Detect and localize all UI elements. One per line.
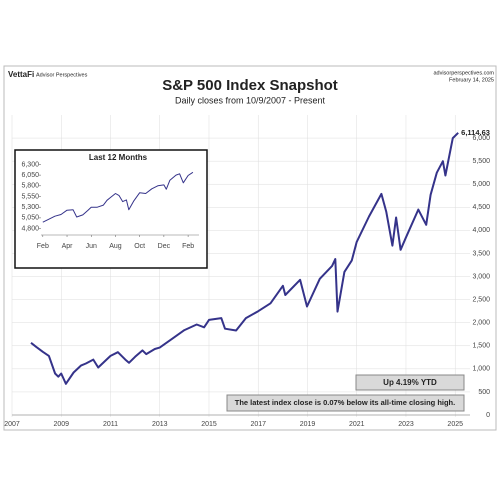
x-tick-label: 2015 — [201, 421, 217, 428]
y-tick-label: 3,500 — [472, 250, 490, 257]
y-tick-label: 5,550 — [21, 193, 39, 200]
x-tick-label: 2017 — [250, 421, 266, 428]
y-tick-label: 4,000 — [472, 227, 490, 234]
x-tick-label: 2013 — [152, 421, 168, 428]
x-tick-label: 2021 — [349, 421, 365, 428]
value-label: 6,114.63 — [461, 128, 490, 137]
inset-plot: 4,800 5,050 5,300 5,550 5,800 6,050 6,300 Feb Ap… — [21, 161, 199, 250]
y-tick-label: 5,800 — [21, 183, 39, 190]
price-line — [30, 132, 459, 385]
y-tick-label: 3,000 — [472, 273, 490, 280]
ytd-box — [355, 374, 465, 391]
x-tick-label: Dec — [158, 243, 171, 250]
y-tick-label: 5,300 — [21, 204, 39, 211]
ath-box — [226, 394, 465, 412]
y-tick-label: 6,050 — [21, 172, 39, 179]
inset-frame — [14, 149, 208, 269]
y-tick-label: 6,300 — [21, 161, 39, 168]
y-tick-label: 4,800 — [21, 225, 39, 232]
y-tick-label: 5,500 — [472, 158, 490, 165]
y-tick-label: 2,000 — [472, 320, 490, 327]
y-tick-label: 0 — [486, 412, 490, 419]
brand-sub: Advisor Perspectives — [36, 72, 88, 78]
x-tick-label: 2025 — [447, 421, 463, 428]
x-tick-label: Aug — [109, 243, 122, 250]
chart-subtitle: Daily closes from 10/9/2007 - Present — [175, 95, 326, 105]
x-tick-label: Feb — [37, 243, 49, 250]
x-tick-label: Oct — [134, 243, 145, 250]
y-tick-label: 4,500 — [472, 204, 490, 211]
y-tick-label: 6,000 — [472, 135, 490, 142]
x-tick-label: Jun — [86, 243, 97, 250]
y-tick-label: 5,000 — [472, 181, 490, 188]
y-tick-label: 2,500 — [472, 296, 490, 303]
y-tick-label: 500 — [478, 389, 490, 396]
y-tick-label: 1,500 — [472, 343, 490, 350]
price-line — [42, 171, 194, 223]
x-tick-label: 2009 — [53, 421, 69, 428]
chart-title: S&P 500 Index Snapshot — [162, 77, 338, 94]
date: February 14, 2025 — [449, 77, 494, 83]
ytd-note: Up 4.19% YTD — [383, 378, 437, 387]
brand: VettaFi — [8, 70, 34, 79]
x-tick-label: Apr — [62, 243, 74, 250]
x-tick-label: 2023 — [398, 421, 414, 428]
inset-title: Last 12 Months — [89, 153, 148, 162]
x-tick-label: 2011 — [103, 421, 118, 428]
y-tick-label: 1,000 — [472, 366, 490, 373]
source: advisorperspectives.com — [433, 70, 494, 76]
ath-note: The latest index close is 0.07% below it… — [235, 398, 455, 407]
y-tick-label: 5,050 — [21, 215, 39, 222]
x-tick-label: Feb — [182, 243, 194, 250]
x-tick-label: 2019 — [300, 421, 316, 428]
x-tick-label: 2007 — [4, 421, 20, 428]
